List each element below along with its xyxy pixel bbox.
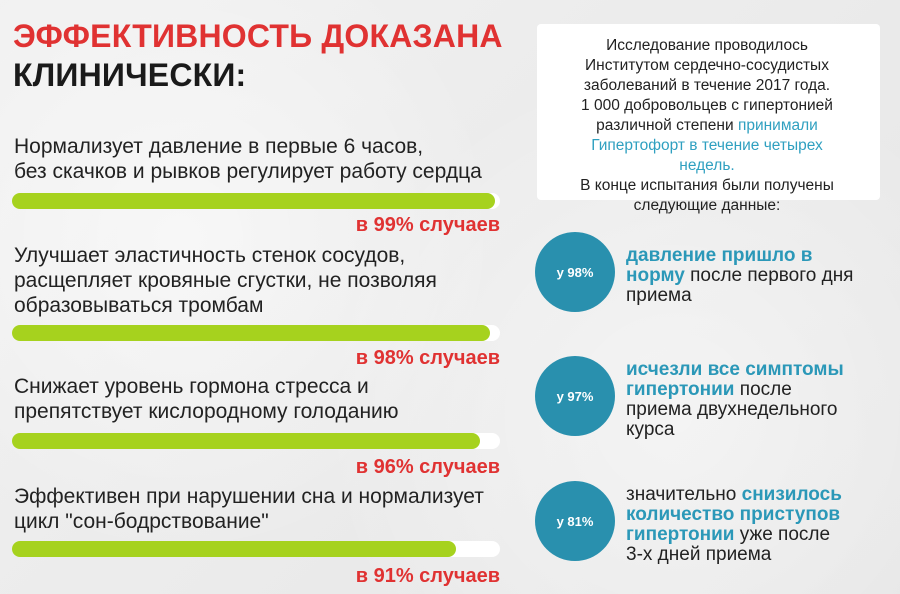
benefit-2-percent: в 98% случаев (355, 347, 500, 369)
benefit-3-progress-fill (12, 433, 481, 449)
benefit-3-percent: в 96% случаев (355, 456, 500, 478)
benefit-4-progress-bar (12, 541, 500, 557)
result-1-text: давление пришло в норму после первого дн… (626, 245, 854, 306)
benefit-1-progress-fill (12, 193, 496, 209)
benefit-1-progress-bar (12, 193, 500, 209)
benefit-4-percent: в 91% случаев (355, 565, 500, 587)
result-2-text: исчезли все симптомы гипертонии после пр… (626, 359, 844, 440)
benefit-3-text: Снижает уровень гормона стресса и препят… (14, 375, 399, 423)
benefit-2-progress-bar (12, 325, 500, 341)
benefit-1-percent: в 99% случаев (355, 214, 500, 236)
benefit-2-text: Улучшает эластичность стенок сосудов, ра… (14, 244, 437, 317)
heading-line-1: ЭФФЕКТИВНОСТЬ ДОКАЗАНА (13, 18, 503, 54)
benefit-1-text: Нормализует давление в первые 6 часов, б… (14, 135, 482, 183)
result-3-badge: у 81% (535, 481, 615, 561)
heading-line-2: КЛИНИЧЕСКИ: (13, 57, 247, 93)
result-3-text: значительно снизилось количество приступ… (626, 484, 842, 565)
benefit-4-progress-fill (12, 541, 457, 557)
benefit-4-text: Эффективен при нарушении сна и нормализу… (14, 485, 484, 533)
result-1-badge: у 98% (535, 232, 615, 312)
result-2-badge: у 97% (535, 356, 615, 436)
study-info-text: Исследование проводилось Институтом серд… (580, 37, 834, 214)
study-info-box: Исследование проводилось Институтом серд… (537, 24, 880, 214)
benefit-3-progress-bar (12, 433, 500, 449)
benefit-2-progress-fill (12, 325, 491, 341)
